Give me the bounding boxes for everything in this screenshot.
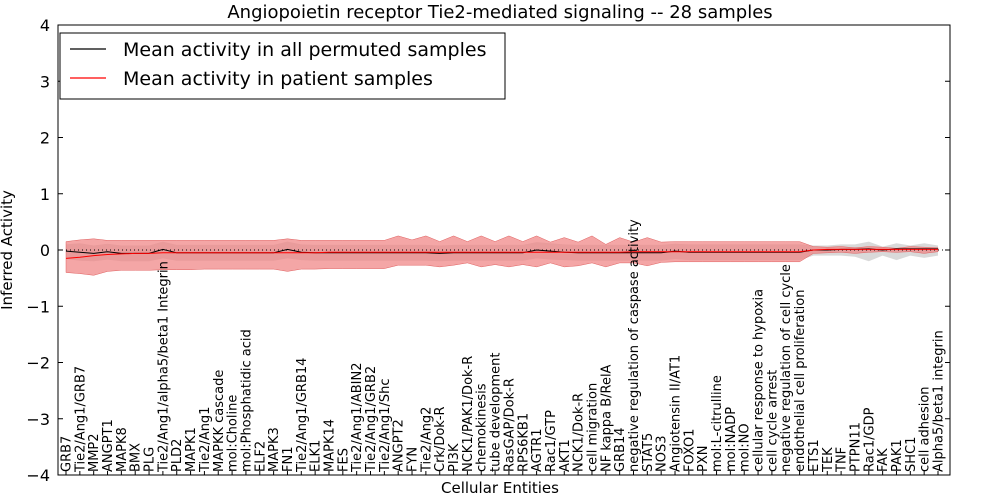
x-tick-label: mol:NADP bbox=[724, 407, 739, 472]
x-tick-label: FAK bbox=[876, 448, 891, 472]
x-tick-label: tube development bbox=[489, 353, 504, 472]
x-tick-label: PLD2 bbox=[170, 439, 185, 472]
x-tick-label: Alpha5/beta1 integrin bbox=[932, 330, 947, 472]
x-tick-label: mol:Choline bbox=[226, 395, 241, 472]
x-tick-label: MAPK1 bbox=[184, 427, 199, 472]
patient-mean-line bbox=[65, 248, 938, 259]
x-tick-label: NCK1/Dok-R bbox=[572, 393, 587, 472]
x-tick-label: ELF2 bbox=[253, 441, 268, 472]
x-tick-label: PI3K bbox=[447, 443, 462, 472]
x-tick-label: AGTR1 bbox=[530, 428, 545, 472]
x-tick-label: FN1 bbox=[281, 447, 296, 472]
patient-band-layer bbox=[65, 235, 939, 276]
x-tick-label: MAPKK cascade bbox=[212, 370, 227, 472]
legend-label-permuted: Mean activity in all permuted samples bbox=[123, 39, 486, 61]
x-tick-label: GRB7 bbox=[60, 436, 75, 472]
x-tick-label: ANGPT1 bbox=[101, 419, 116, 472]
x-tick-label: ANGPT2 bbox=[392, 419, 407, 472]
x-tick-label: cell migration bbox=[586, 383, 601, 472]
chart-title: Angiopoietin receptor Tie2-mediated sign… bbox=[227, 2, 772, 23]
x-tick-label: Crk/Dok-R bbox=[433, 406, 448, 472]
x-tick-label: negative regulation of caspase activity bbox=[627, 219, 642, 472]
x-tick-label: MAPK3 bbox=[267, 427, 282, 472]
x-tick-label: Tie2/Ang1 bbox=[198, 407, 213, 473]
x-tick-label: ELK1 bbox=[309, 440, 324, 472]
x-tick-label: GRB14 bbox=[613, 427, 628, 472]
x-tick-label: SHC1 bbox=[904, 437, 919, 472]
patient-confidence-band bbox=[65, 235, 939, 276]
x-tick-label: AKT1 bbox=[558, 439, 573, 472]
plot-area bbox=[58, 235, 950, 276]
x-tick-label: Tie2/Ang2 bbox=[419, 407, 434, 473]
y-tick-label: 3 bbox=[40, 72, 50, 91]
x-tick-label: STAT5 bbox=[641, 433, 656, 472]
x-tick-label: PXN bbox=[696, 446, 711, 472]
legend-box bbox=[59, 32, 506, 100]
x-tick-label: FES bbox=[336, 448, 351, 472]
x-axis-label: Cellular Entities bbox=[441, 479, 559, 497]
x-tick-label: RPS6KB1 bbox=[516, 413, 531, 472]
x-tick-label: ETS1 bbox=[807, 439, 822, 472]
y-tick-label: 0 bbox=[40, 241, 50, 260]
x-tick-label: Tie2/Ang1/Shc bbox=[378, 379, 393, 473]
x-tick-label: Tie2/Ang1/GRB2 bbox=[364, 366, 379, 473]
legend-label-patient: Mean activity in patient samples bbox=[123, 68, 433, 90]
y-axis-label: Inferred Activity bbox=[0, 190, 16, 310]
x-tick-label: mol:NO bbox=[738, 423, 753, 472]
x-tick-label: PTPN11 bbox=[849, 422, 864, 472]
y-tick-label: 1 bbox=[40, 185, 50, 204]
x-tick-label: TEK bbox=[821, 447, 836, 473]
x-tick-label: MMP2 bbox=[87, 433, 102, 472]
x-tick-label: PAK1 bbox=[890, 439, 905, 472]
x-tick-label: FOXO1 bbox=[682, 429, 697, 472]
x-tick-label: cellular response to hypoxia bbox=[752, 289, 767, 472]
x-tick-label: PLG bbox=[143, 447, 158, 472]
x-tick-label: TNF bbox=[835, 447, 850, 473]
y-tick-label: 2 bbox=[40, 129, 50, 148]
x-tick-label: negative regulation of cell cycle bbox=[779, 264, 794, 472]
patient-line-layer bbox=[65, 248, 938, 259]
x-tick-labels: GRB7Tie2/Ang1/GRB7MMP2ANGPT1MAPK8BMXPLGT… bbox=[60, 219, 947, 473]
y-tick-label: 4 bbox=[40, 16, 50, 35]
y-tick-label: −1 bbox=[26, 297, 50, 316]
x-tick-label: mol:L-citrulline bbox=[710, 375, 725, 472]
x-tick-label: Tie2/Ang1/alpha5/beta1 Integrin bbox=[156, 261, 171, 473]
y-tick-label: −3 bbox=[26, 410, 50, 429]
x-tick-label: chemokinesis bbox=[475, 383, 490, 472]
x-tick-label: mol:Phosphatidic acid bbox=[239, 329, 254, 472]
x-tick-label: cell adhesion bbox=[918, 386, 933, 472]
x-tick-label: NCK1/PAK1/Dok-R bbox=[461, 356, 476, 472]
x-tick-label: cell cycle arrest bbox=[765, 370, 780, 472]
x-tick-label: Rac1/GTP bbox=[544, 410, 559, 472]
axes-frame bbox=[57, 24, 951, 476]
x-tick-label: Tie2/Ang1/GRB14 bbox=[295, 358, 310, 473]
x-tick-label: Angiotensin II/AT1 bbox=[669, 355, 684, 472]
x-tick-label: endothelial cell proliferation bbox=[793, 290, 808, 473]
x-tick-label: FYN bbox=[406, 447, 421, 472]
x-tick-label: NF kappa B/RelA bbox=[599, 364, 614, 472]
y-tick-label: −4 bbox=[26, 466, 50, 485]
x-tick-label: MAPK8 bbox=[115, 427, 130, 472]
x-tick-label: Rac1/GDP bbox=[862, 407, 877, 472]
x-tick-label: Tie2/Ang1/GRB7 bbox=[73, 366, 88, 473]
x-tick-label: MAPK14 bbox=[323, 419, 338, 472]
y-tick-label: −2 bbox=[26, 354, 50, 373]
x-tick-label: Tie2/Ang1/ABIN2 bbox=[350, 363, 365, 473]
legend: Mean activity in all permuted samples Me… bbox=[59, 32, 506, 100]
x-tick-label: NOS3 bbox=[655, 436, 670, 472]
x-tick-label: RasGAP/Dok-R bbox=[502, 378, 517, 472]
x-tick-label: BMX bbox=[129, 443, 144, 472]
